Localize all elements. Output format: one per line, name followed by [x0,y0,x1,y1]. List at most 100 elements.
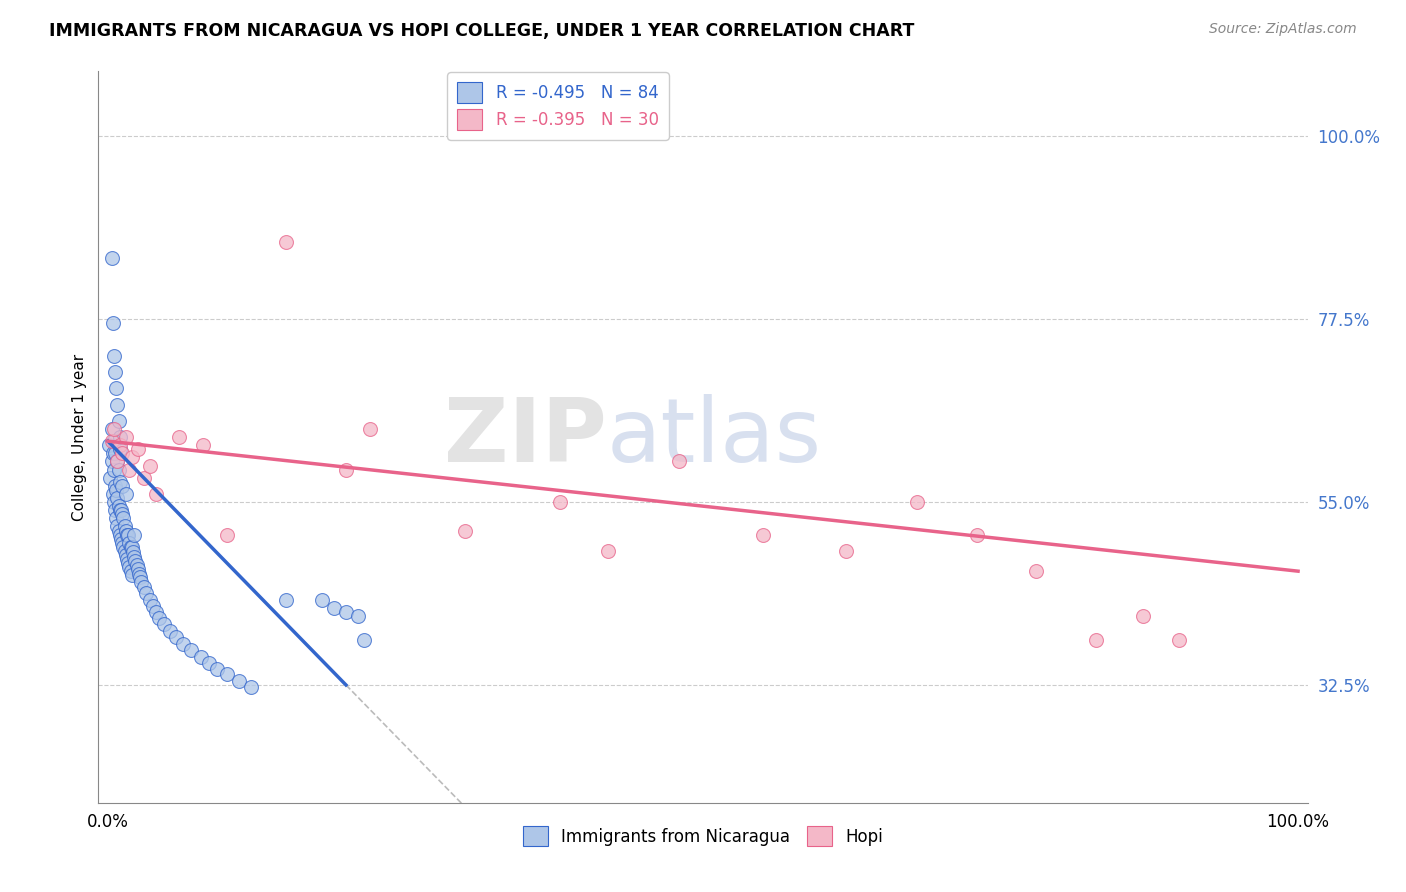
Point [138,458,160,473]
Point [105,511,128,525]
Point [107,519,129,533]
Point [239,681,262,695]
Point [104,503,127,517]
Point [122,550,145,565]
Point [323,600,346,615]
Point [1084,633,1107,648]
Text: atlas: atlas [606,393,821,481]
Point [668,454,690,468]
Point [142,599,165,614]
Y-axis label: College, Under 1 year: College, Under 1 year [72,353,87,521]
Point [114,519,136,533]
Point [122,527,145,541]
Point [124,553,146,567]
Point [114,487,136,501]
Point [111,508,134,522]
Text: ZIP: ZIP [443,393,606,481]
Point [129,570,152,584]
Point [117,556,139,570]
Point [112,540,135,554]
Point [454,524,477,538]
Point [114,548,136,562]
Point [129,574,152,589]
Point [180,643,202,657]
Point [107,499,129,513]
Point [228,673,250,688]
Point [127,442,149,457]
Point [122,545,145,559]
Point [104,446,127,460]
Point [138,592,160,607]
Point [128,566,150,581]
Point [172,636,194,650]
Point [100,252,122,266]
Point [132,471,155,485]
Point [107,524,129,538]
Point [107,414,129,428]
Point [105,483,128,497]
Point [103,434,125,449]
Point [111,535,134,549]
Point [145,605,167,619]
Point [98,471,121,485]
Point [118,535,141,549]
Point [359,422,381,436]
Point [132,581,155,595]
Point [135,586,157,600]
Point [276,235,298,249]
Point [107,398,129,412]
Point [111,446,134,460]
Point [101,446,124,460]
Point [115,552,138,566]
Point [190,649,212,664]
Point [107,462,129,476]
Point [108,430,131,444]
Point [148,610,170,624]
Point [114,524,136,538]
Point [111,479,134,493]
Point [108,475,131,489]
Point [108,503,131,517]
Point [104,365,127,379]
Point [335,605,357,619]
Point [103,422,125,436]
Point [114,430,136,444]
Point [100,454,122,468]
Point [115,527,138,541]
Point [145,487,167,501]
Point [117,527,139,541]
Point [1168,633,1191,648]
Point [118,462,141,476]
Text: Source: ZipAtlas.com: Source: ZipAtlas.com [1209,22,1357,37]
Point [121,568,143,582]
Point [169,430,191,444]
Point [103,462,125,476]
Point [353,633,375,648]
Point [101,487,124,501]
Legend: Immigrants from Nicaragua, Hopi: Immigrants from Nicaragua, Hopi [516,820,890,853]
Point [1025,564,1047,578]
Text: IMMIGRANTS FROM NICARAGUA VS HOPI COLLEGE, UNDER 1 YEAR CORRELATION CHART: IMMIGRANTS FROM NICARAGUA VS HOPI COLLEG… [49,22,914,40]
Point [108,527,131,541]
Point [1132,608,1154,623]
Point [121,450,143,465]
Point [905,495,928,509]
Point [165,630,187,644]
Point [108,438,131,452]
Point [159,624,181,638]
Point [153,617,176,632]
Point [596,544,619,558]
Point [100,434,122,449]
Point [276,592,298,607]
Point [835,544,858,558]
Point [120,564,142,578]
Point [105,381,128,395]
Point [118,560,141,574]
Point [215,667,238,681]
Point [103,349,125,363]
Point [107,491,129,505]
Point [107,454,129,468]
Point [127,562,149,576]
Point [548,495,571,509]
Point [100,422,122,436]
